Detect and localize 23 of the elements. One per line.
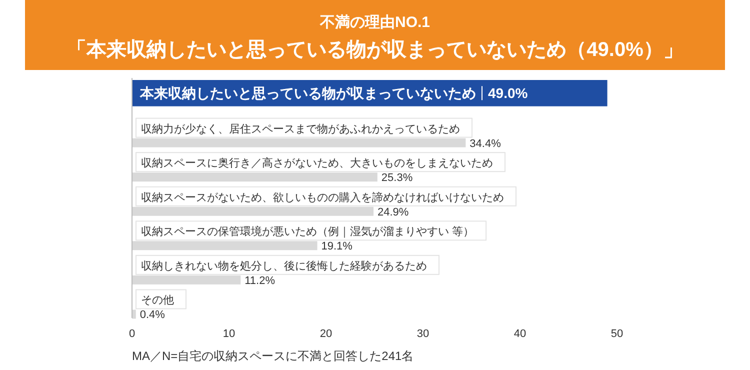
category-label: 収納しきれない物を処分し、後に後悔した経験があるため bbox=[141, 260, 427, 272]
title: 不満の理由NO.1 bbox=[320, 14, 430, 31]
value-label: 0.4% bbox=[140, 309, 165, 322]
category-label: 本来収納したいと思っている物が収まっていないため bbox=[140, 85, 476, 102]
category-label: 収納力が少なく、居住スペースまで物があふれかえっているため bbox=[141, 123, 460, 136]
category-label: その他 bbox=[141, 294, 174, 307]
value-label: 25.3% bbox=[381, 172, 413, 184]
value-label: 11.2% bbox=[244, 274, 276, 287]
category-label: 収納スペースに奥行き／高さがないため、大きいものをしまえないため bbox=[141, 158, 493, 170]
value-label: 34.4% bbox=[470, 138, 501, 150]
x-tick: 40 bbox=[514, 328, 526, 340]
x-tick: 0 bbox=[128, 328, 136, 340]
x-tick: 10 bbox=[222, 328, 236, 340]
category-label: 収納スペースの保管環境が悪いため（例｜湿気が溜まりやすい 等） bbox=[141, 226, 474, 238]
value-label: 19.1% bbox=[321, 240, 352, 253]
subtitle: 「本来収納したいと思っている物が収まっていないため（49.0%）」 bbox=[66, 39, 684, 61]
x-tick: 50 bbox=[610, 328, 624, 340]
value-label: 24.9% bbox=[378, 206, 409, 218]
value-label: 49.0% bbox=[488, 85, 528, 102]
annotation: MA／N=自宅の収納スペースに不満と回答した241名 bbox=[132, 349, 414, 363]
x-tick: 30 bbox=[416, 328, 430, 340]
x-tick: 20 bbox=[320, 328, 332, 340]
category-label: 収納スペースがないため、欲しいものの購入を諦めなければいけないため bbox=[141, 192, 504, 204]
